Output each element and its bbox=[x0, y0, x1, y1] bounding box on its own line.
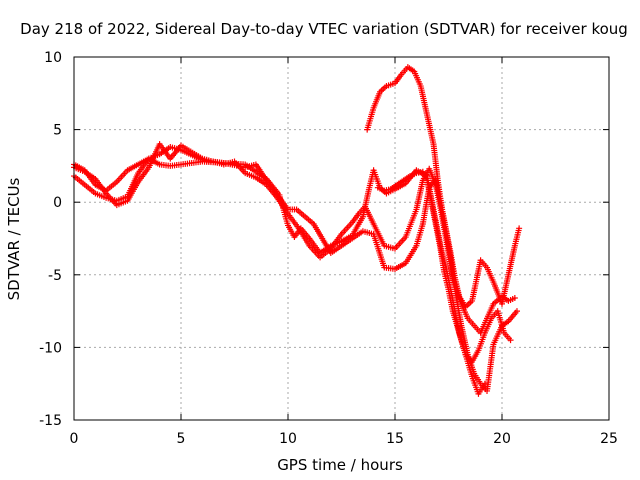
x-tick-label: 10 bbox=[279, 431, 297, 447]
data-points bbox=[71, 64, 523, 397]
x-axis-label: GPS time / hours bbox=[277, 456, 403, 474]
y-tick-label: -10 bbox=[39, 340, 62, 356]
y-tick-label: 10 bbox=[44, 50, 62, 66]
x-tick-label: 15 bbox=[386, 431, 404, 447]
y-axis-label: SDTVAR / TECUs bbox=[5, 177, 23, 300]
chart-title: Day 218 of 2022, Sidereal Day-to-day VTE… bbox=[20, 20, 628, 38]
gridlines bbox=[74, 57, 609, 420]
x-tick-label: 5 bbox=[177, 431, 186, 447]
y-tick-label: -15 bbox=[39, 413, 62, 429]
data-point bbox=[507, 337, 514, 344]
data-point bbox=[513, 308, 520, 315]
axis-ticks: 0 5 10 15 20 25 -15 -10 -5 0 5 10 bbox=[39, 50, 618, 447]
data-point bbox=[511, 295, 518, 302]
data-point bbox=[516, 225, 523, 232]
y-tick-label: -5 bbox=[48, 268, 62, 284]
y-tick-label: 5 bbox=[53, 123, 62, 139]
x-tick-label: 25 bbox=[600, 431, 618, 447]
plot-frame bbox=[73, 56, 610, 421]
y-tick-label: 0 bbox=[53, 195, 62, 211]
data-series-track-5 bbox=[374, 168, 514, 365]
data-series-track-4 bbox=[364, 64, 523, 310]
x-tick-label: 20 bbox=[493, 431, 511, 447]
x-tick-label: 0 bbox=[70, 431, 79, 447]
